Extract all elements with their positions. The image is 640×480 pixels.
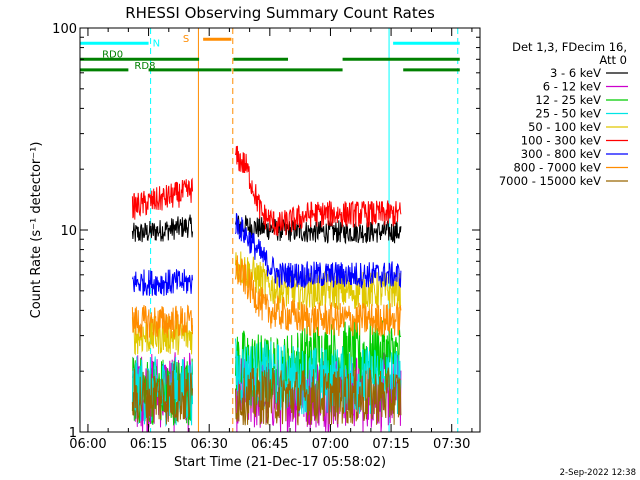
series-line-300to800keV [131, 213, 402, 296]
x-tick-label: 07:30 [433, 437, 470, 452]
y-tick-label: 1 [69, 426, 77, 441]
y-axis-label: Count Rate (s⁻¹ detector⁻¹) [29, 142, 44, 319]
series-line-3to6keV [131, 214, 402, 245]
legend-header-line-1: Det 1,3, FDecim 16, [512, 40, 627, 54]
legend-label: 12 - 25 keV [535, 93, 601, 107]
series-line-100to300keV [131, 145, 402, 237]
x-tick-label: 07:00 [312, 437, 349, 452]
y-tick-label: 10 [60, 224, 77, 239]
date-stamp: 2-Sep-2022 12:38 [560, 468, 636, 478]
legend-label: 50 - 100 keV [528, 120, 601, 134]
legend-label: 25 - 50 keV [535, 107, 601, 121]
legend-label: 6 - 12 keV [543, 80, 601, 94]
x-tick-label: 06:45 [251, 437, 288, 452]
legend-label: 3 - 6 keV [550, 66, 601, 80]
legend-header-line-2: Att 0 [599, 53, 627, 67]
x-tick-label: 07:15 [372, 437, 409, 452]
x-axis-label: Start Time (21-Dec-17 05:58:02) [174, 455, 386, 470]
flag-label-rd0: RD0 [102, 49, 123, 60]
x-tick-label: 06:15 [130, 437, 167, 452]
x-axis-ticks: 06:00 06:15 06:30 06:45 07:00 07:15 07:30 [69, 28, 473, 452]
plot-area: N S RD0 RD8 [79, 28, 460, 433]
series-line-7000to15000keV [131, 367, 402, 426]
legend-label: 800 - 7000 keV [513, 161, 601, 175]
legend-label: 7000 - 15000 keV [499, 174, 601, 188]
plot-frame [79, 27, 481, 433]
legend-label: 300 - 800 keV [521, 147, 601, 161]
flag-label-n: N [153, 38, 160, 49]
x-tick-label: 06:30 [190, 437, 227, 452]
flag-label-rd8: RD8 [134, 61, 155, 72]
legend-label: 100 - 300 keV [521, 134, 601, 148]
x-tick-label: 06:00 [69, 437, 106, 452]
chart-title: RHESSI Observing Summary Count Rates [125, 4, 435, 22]
y-axis-ticks: 1 10 100 [52, 22, 480, 441]
series-line-800to7000keV [131, 255, 402, 340]
flag-label-s: S [183, 34, 189, 45]
y-tick-label: 100 [52, 22, 77, 37]
